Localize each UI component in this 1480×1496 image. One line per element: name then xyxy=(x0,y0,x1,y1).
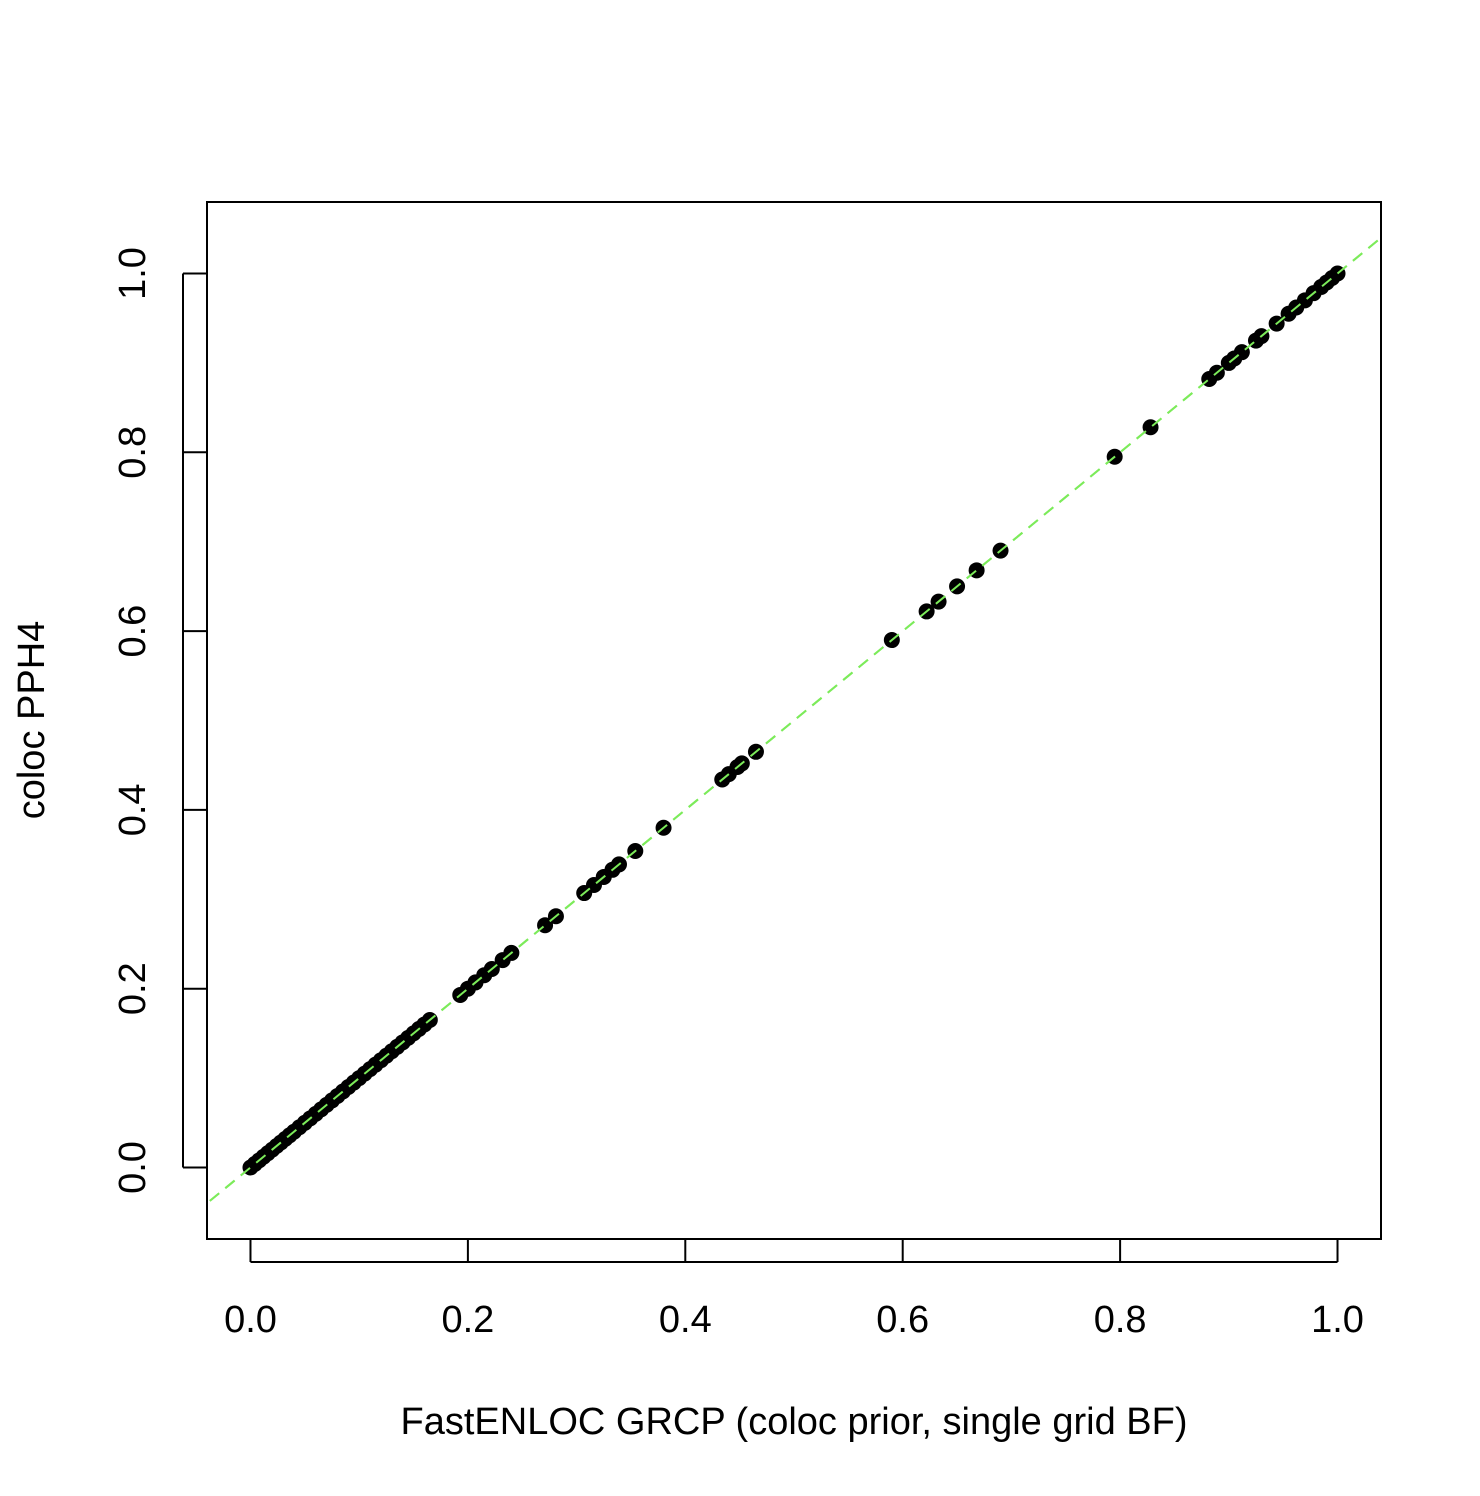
y-tick-label: 0.8 xyxy=(112,426,154,479)
y-tick-label: 0.4 xyxy=(112,783,154,836)
reference-line-overlay xyxy=(207,236,1381,1205)
plot-area xyxy=(207,202,1381,1239)
x-tick-label: 0.6 xyxy=(876,1299,929,1341)
x-tick-label: 1.0 xyxy=(1311,1299,1364,1341)
y-axis: 0.0 0.2 0.4 0.6 0.8 1.0 xyxy=(112,247,207,1194)
x-tick-label: 0.4 xyxy=(659,1299,712,1341)
y-tick-label: 0.6 xyxy=(112,605,154,658)
x-tick-label: 0.8 xyxy=(1094,1299,1147,1341)
x-tick-label: 0.2 xyxy=(441,1299,494,1341)
y-tick-label: 0.2 xyxy=(112,962,154,1015)
x-axis: 0.0 0.2 0.4 0.6 0.8 1.0 xyxy=(224,1239,1364,1341)
y-tick-label: 0.0 xyxy=(112,1141,154,1194)
x-axis-title: FastENLOC GRCP (coloc prior, single grid… xyxy=(401,1401,1188,1443)
y-tick-label: 1.0 xyxy=(112,247,154,300)
plot-frame xyxy=(206,201,1382,1240)
x-tick-label: 0.0 xyxy=(224,1299,277,1341)
y-axis-title: coloc PPH4 xyxy=(11,621,53,820)
